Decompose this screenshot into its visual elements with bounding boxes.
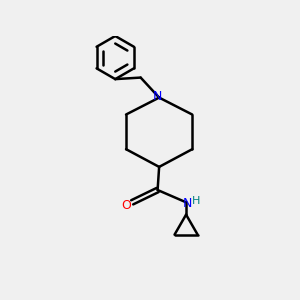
Text: N: N [153, 90, 162, 103]
Text: H: H [192, 196, 200, 206]
Text: N: N [183, 197, 192, 210]
Text: O: O [121, 199, 131, 212]
